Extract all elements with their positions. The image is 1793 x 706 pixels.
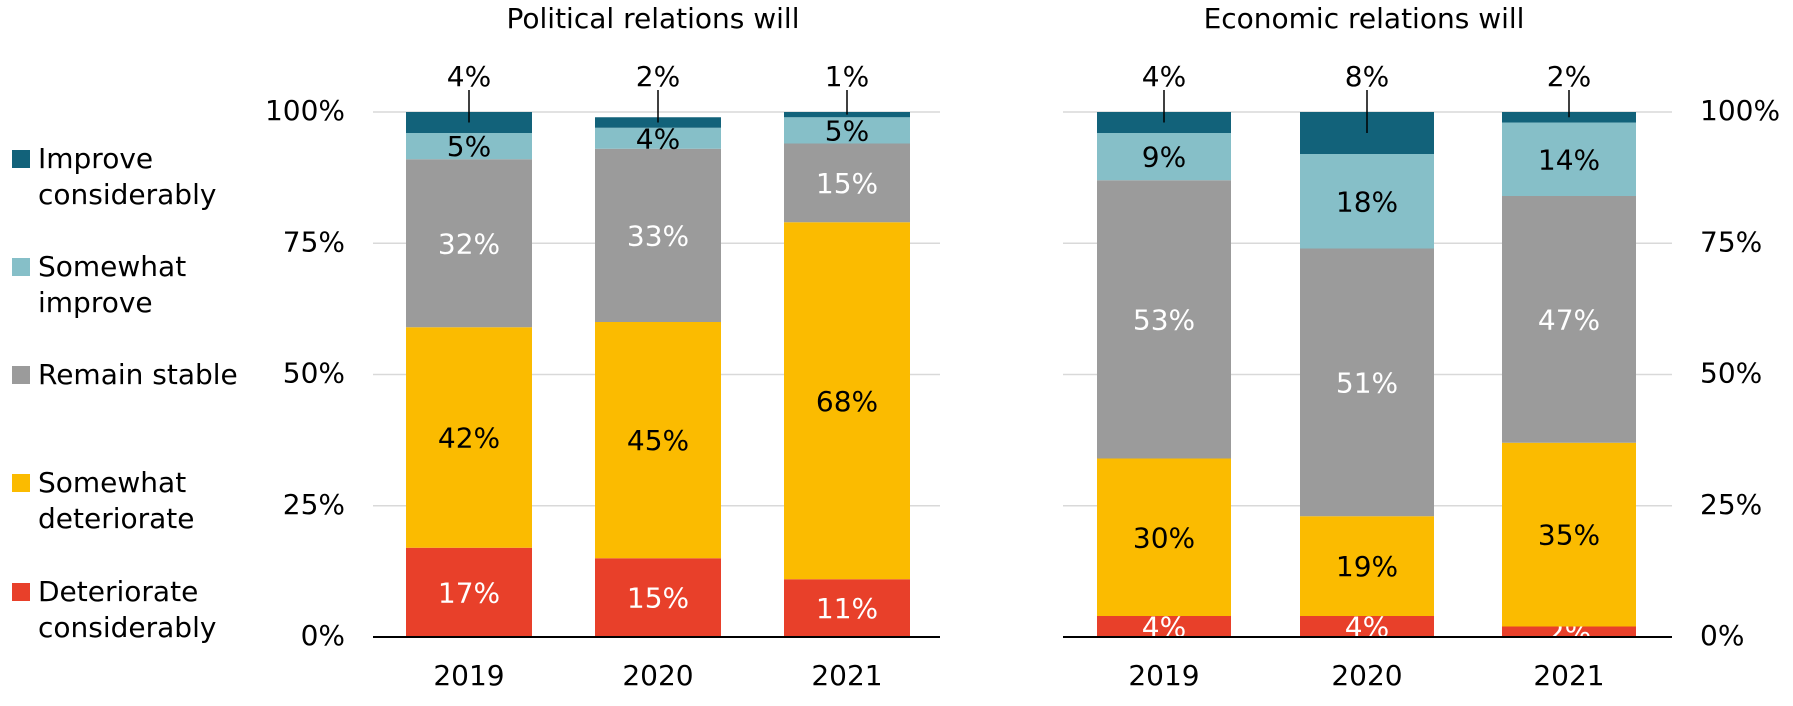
- bar-segment: [784, 143, 910, 223]
- data-label: 15%: [816, 167, 878, 200]
- bar-segment: [784, 117, 910, 144]
- bar-segment: [1097, 458, 1231, 616]
- bar-segment: [1300, 516, 1434, 616]
- x-tick-label: 2019: [433, 659, 504, 692]
- bar-segment: [1502, 122, 1636, 196]
- data-label: 33%: [627, 219, 689, 252]
- data-label: 45%: [627, 424, 689, 457]
- data-label: 5%: [825, 114, 869, 147]
- bar-segment: [406, 327, 532, 548]
- y-tick-label: 0%: [1700, 619, 1744, 652]
- legend-swatch: [12, 150, 30, 168]
- data-label: 30%: [1133, 521, 1195, 554]
- legend-swatch: [12, 258, 30, 276]
- legend-label: Somewhat improve: [38, 250, 187, 319]
- bar-segment: [1502, 442, 1636, 627]
- y-tick-label: 75%: [283, 225, 345, 258]
- bar-segment: [406, 133, 532, 160]
- bar-segment: [595, 127, 721, 149]
- bar-segment: [1502, 196, 1636, 443]
- legend-swatch: [12, 474, 30, 492]
- data-label: 53%: [1133, 303, 1195, 336]
- legend-label: Remain stable: [38, 358, 238, 391]
- data-label: 14%: [1538, 143, 1600, 176]
- bar-segment: [406, 159, 532, 328]
- data-label: 19%: [1336, 550, 1398, 583]
- legend-label: Deteriorate considerably: [38, 575, 217, 644]
- data-label: 17%: [438, 576, 500, 609]
- legend-label: Somewhat deteriorate: [38, 466, 195, 535]
- legend-label: Improve considerably: [38, 142, 217, 211]
- data-label: 2%: [1547, 60, 1591, 93]
- y-tick-label: 25%: [1700, 488, 1762, 521]
- bar-segment: [1300, 248, 1434, 517]
- bar-segment: [1097, 180, 1231, 459]
- data-label: 8%: [1345, 60, 1389, 93]
- legend-swatch: [12, 583, 30, 601]
- x-tick-label: 2021: [1533, 659, 1604, 692]
- data-label: 11%: [816, 592, 878, 625]
- data-label: 1%: [825, 60, 869, 93]
- data-label: 35%: [1538, 519, 1600, 552]
- y-tick-label: 100%: [265, 94, 345, 127]
- chart-title: Economic relations will: [1204, 2, 1525, 35]
- data-label: 4%: [447, 60, 491, 93]
- bar-segment: [595, 148, 721, 322]
- data-label: 2%: [636, 60, 680, 93]
- data-label: 9%: [1142, 141, 1186, 174]
- data-label: 51%: [1336, 366, 1398, 399]
- bar-segment: [595, 322, 721, 559]
- y-tick-label: 50%: [1700, 357, 1762, 390]
- x-tick-label: 2020: [622, 659, 693, 692]
- data-label: 15%: [627, 582, 689, 615]
- chart-title: Political relations will: [507, 2, 800, 35]
- y-tick-label: 75%: [1700, 225, 1762, 258]
- legend-swatch: [12, 366, 30, 384]
- bar-segment: [595, 558, 721, 637]
- bar-segment: [406, 547, 532, 637]
- bar-segment: [1502, 626, 1636, 637]
- y-tick-label: 25%: [283, 488, 345, 521]
- y-tick-label: 0%: [301, 619, 345, 652]
- bar-segment: [1300, 154, 1434, 249]
- x-tick-label: 2020: [1331, 659, 1402, 692]
- data-label: 4%: [1142, 60, 1186, 93]
- data-label: 18%: [1336, 185, 1398, 218]
- data-label: 5%: [447, 130, 491, 163]
- data-label: 42%: [438, 422, 500, 455]
- y-tick-label: 50%: [283, 357, 345, 390]
- bar-segment: [1300, 616, 1434, 637]
- bar-segment: [784, 222, 910, 580]
- data-label: 32%: [438, 227, 500, 260]
- data-label: 68%: [816, 385, 878, 418]
- bar-segment: [1097, 133, 1231, 181]
- x-tick-label: 2021: [811, 659, 882, 692]
- y-tick-label: 100%: [1700, 94, 1780, 127]
- data-label: 47%: [1538, 303, 1600, 336]
- bar-segment: [784, 579, 910, 637]
- x-tick-label: 2019: [1128, 659, 1199, 692]
- bar-segment: [1097, 616, 1231, 637]
